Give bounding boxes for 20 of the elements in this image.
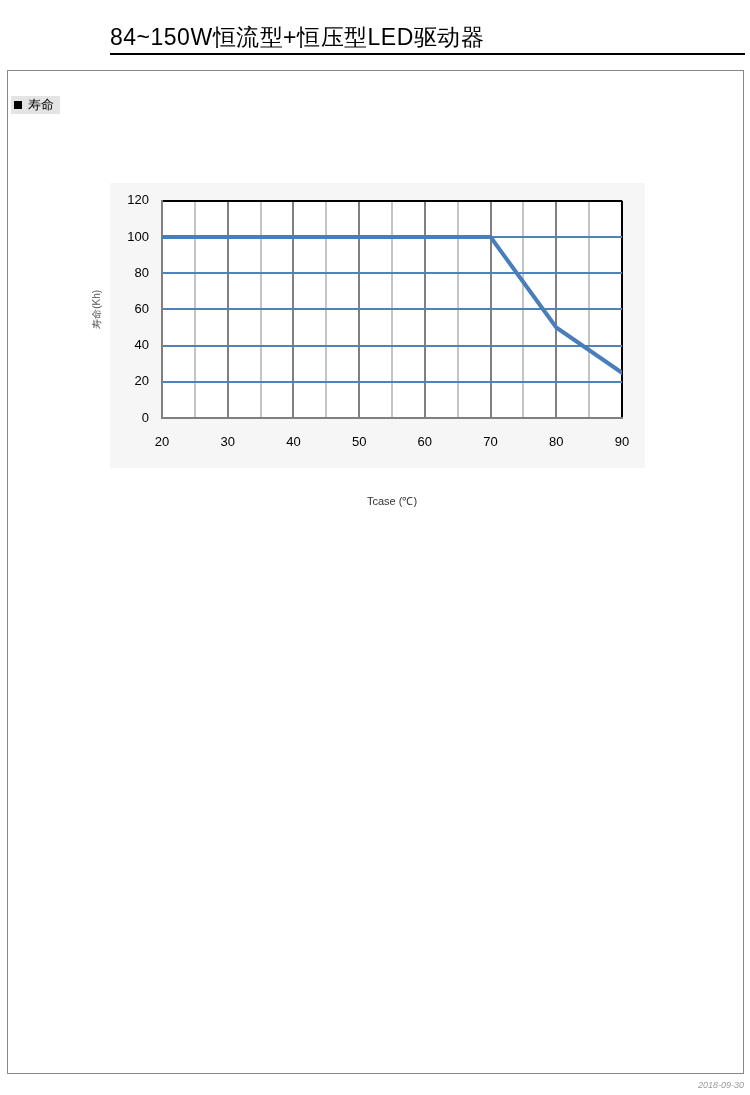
x-tick-label: 30: [220, 434, 235, 450]
text: 2018-09-30: [697, 1080, 744, 1090]
y-axis-title: 寿命(Kh): [90, 289, 102, 329]
x-tick-label: 90: [614, 434, 630, 450]
x-tick-label: 60: [417, 434, 433, 450]
y-tick-label: 80: [134, 264, 149, 280]
y-tick-label: 40: [134, 337, 149, 353]
x-tick-label: 40: [286, 434, 301, 450]
x-axis-title: Tcase (℃): [366, 495, 418, 508]
text: 寿命: [28, 97, 54, 113]
x-tick-label: 70: [483, 434, 498, 450]
chart-title: 84~150W恒流型+恒压型LED驱动器: [110, 23, 485, 52]
x-tick-label: 50: [351, 434, 367, 450]
x-tick-label: 80: [549, 434, 564, 450]
x-tick-label: 20: [154, 434, 170, 450]
y-tick-label: 20: [134, 373, 149, 389]
y-tick-label: 0: [141, 409, 149, 425]
y-tick-label: 120: [127, 192, 149, 208]
y-tick-label: 100: [127, 228, 149, 244]
y-tick-label: 60: [134, 300, 149, 316]
